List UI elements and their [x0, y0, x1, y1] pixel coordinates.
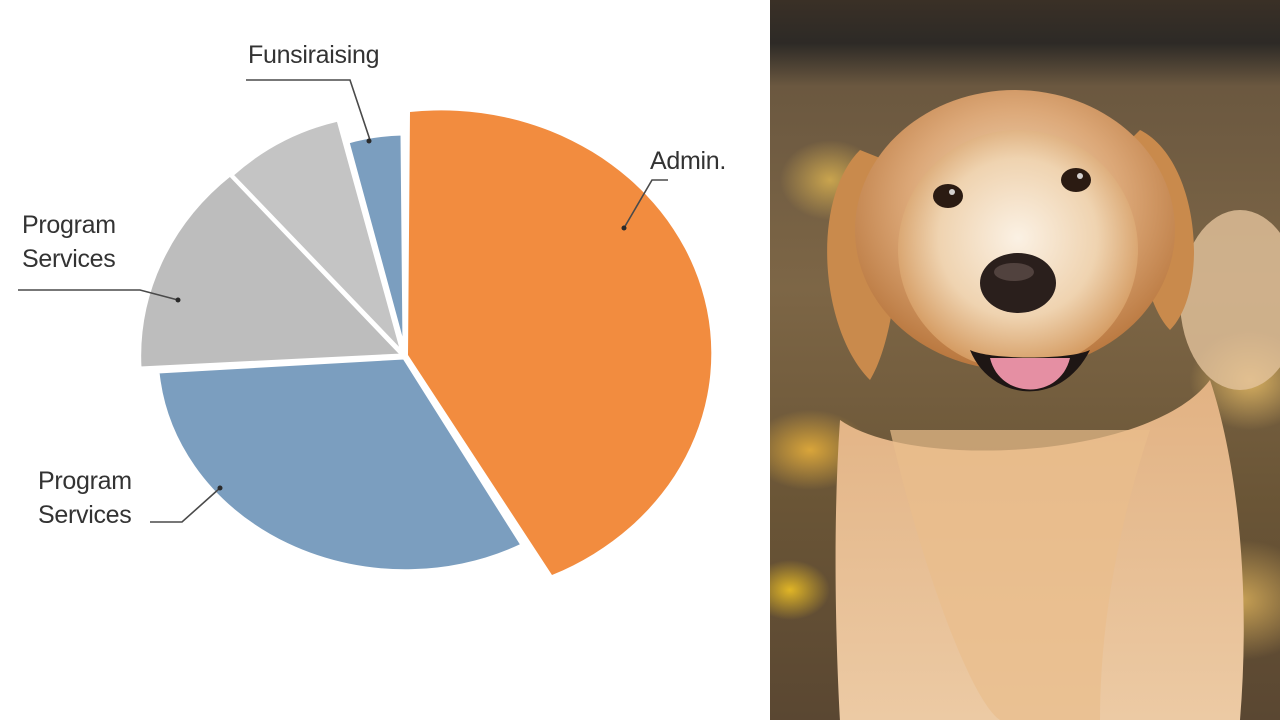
dog-photo: [770, 0, 1280, 720]
label-line: Program: [38, 467, 132, 495]
slice-other-grey: [229, 118, 404, 354]
slice-program-services-top: [138, 172, 406, 370]
label-line: Services: [22, 245, 116, 273]
label-admin: Admin.: [650, 147, 727, 175]
slice-program-services-bottom: [156, 356, 525, 573]
label-line: Services: [38, 501, 132, 529]
golden-retriever-image: [827, 90, 1280, 720]
label-program-services-bottom: Program Services: [38, 464, 132, 532]
pie-chart: [18, 79, 712, 575]
slice-fundraising: [346, 132, 406, 349]
leader-lines: [18, 79, 668, 523]
pie-chart-panel: Funsiraising Admin. Program Services Pro…: [18, 41, 727, 575]
label-program-services-top: Program Services: [22, 208, 116, 276]
slice-admin: [408, 110, 712, 575]
label-fundraising: Funsiraising: [248, 41, 380, 69]
label-line: Program: [22, 211, 116, 239]
